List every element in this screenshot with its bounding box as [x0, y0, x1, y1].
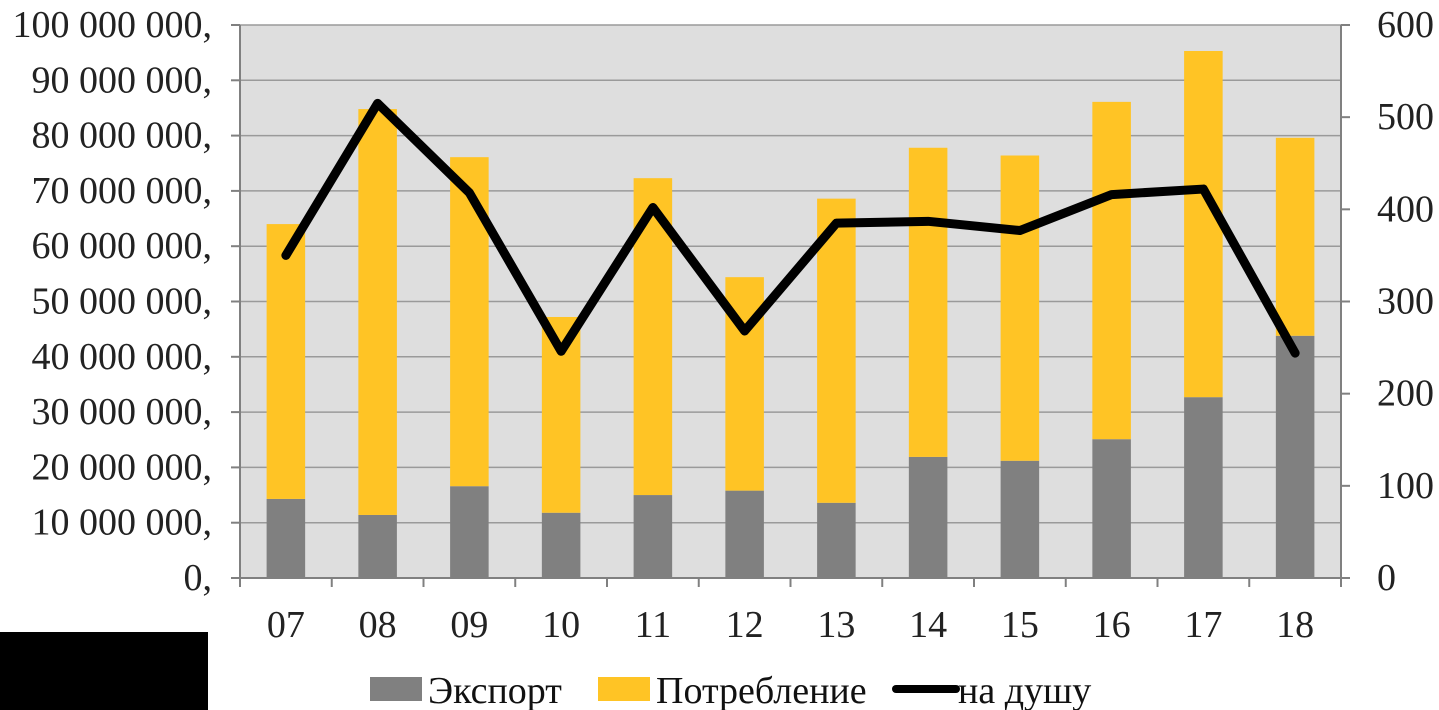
left-tick-label-3: 30 000 000, [32, 391, 213, 433]
bar-consumption-18 [1275, 137, 1315, 336]
per-capita-point-10 [560, 350, 563, 353]
legend-swatch-export [370, 677, 422, 701]
black-overlay-box [0, 632, 208, 710]
per-capita-point-09 [468, 191, 471, 194]
per-capita-point-15 [1018, 229, 1021, 232]
left-tick-label-0: 0, [184, 557, 213, 599]
x-axis-tick-labels: 07 08 09 10 11 12 13 14 15 16 17 18 [267, 604, 1314, 646]
per-capita-line [281, 98, 1300, 358]
legend-swatch-consumption [598, 677, 650, 701]
bar-export-16 [1092, 439, 1131, 578]
bar-export-09 [450, 486, 489, 578]
bar-export-10 [541, 512, 581, 578]
x-tick-label-12: 12 [726, 604, 764, 646]
bar-consumption-14 [908, 147, 948, 457]
bar-export-14 [908, 456, 948, 578]
x-tick-label-09: 09 [450, 604, 488, 646]
left-axis-tick-labels: 0, 10 000 000, 20 000 000, 30 000 000, 40 00… [13, 4, 213, 599]
x-tick-label-10: 10 [542, 604, 580, 646]
left-tick-label-1: 10 000 000, [32, 502, 213, 544]
bar-export-08 [358, 514, 397, 578]
bars [266, 50, 1315, 578]
bar-export-07 [266, 498, 306, 578]
x-tick-label-16: 16 [1093, 604, 1131, 646]
bar-export-12 [725, 490, 764, 578]
right-tick-label-0: 0 [1377, 557, 1396, 599]
per-capita-point-13 [835, 222, 838, 225]
right-tick-label-1: 100 [1377, 465, 1434, 507]
bar-export-18 [1275, 335, 1315, 578]
per-capita-point-11 [651, 206, 654, 209]
left-tick-label-4: 40 000 000, [32, 336, 213, 378]
bar-consumption-09 [450, 157, 489, 487]
left-tick-label-6: 60 000 000, [32, 225, 213, 267]
per-capita-point-18 [1294, 352, 1297, 355]
bar-consumption-08 [358, 109, 397, 515]
right-tick-label-6: 600 [1377, 4, 1434, 46]
bar-consumption-16 [1092, 101, 1131, 440]
per-capita-point-17 [1202, 188, 1205, 191]
left-tick-label-8: 80 000 000, [32, 115, 213, 157]
left-tick-label-10: 100 000 000, [13, 4, 213, 46]
legend-label-export: Экспорт [428, 670, 562, 710]
legend-label-consumption: Потребление [656, 670, 867, 710]
x-tick-label-11: 11 [635, 604, 672, 646]
right-axis-tick-labels: 0 100 200 300 400 500 600 [1377, 4, 1434, 599]
bar-consumption-07 [266, 224, 306, 499]
x-tick-label-18: 18 [1276, 604, 1314, 646]
right-tick-label-4: 400 [1377, 188, 1434, 230]
per-capita-point-14 [927, 220, 930, 223]
left-tick-label-7: 70 000 000, [32, 170, 213, 212]
left-tick-label-9: 90 000 000, [32, 59, 213, 101]
per-capita-point-07 [284, 254, 287, 257]
legend-label-per-capita: на душу [958, 670, 1091, 710]
bar-export-11 [633, 495, 673, 578]
left-tick-label-2: 20 000 000, [32, 446, 213, 488]
bar-consumption-17 [1184, 50, 1223, 398]
bar-consumption-15 [1000, 155, 1040, 461]
bar-export-13 [817, 502, 856, 578]
legend: Экспорт Потребление на душу [370, 670, 1091, 710]
bar-consumption-13 [817, 198, 856, 503]
left-tick-label-5: 50 000 000, [32, 281, 213, 323]
per-capita-point-12 [743, 329, 746, 332]
right-tick-label-3: 300 [1377, 281, 1434, 323]
right-tick-label-5: 500 [1377, 96, 1434, 138]
x-tick-label-07: 07 [267, 604, 305, 646]
right-tick-label-2: 200 [1377, 373, 1434, 415]
x-tick-label-15: 15 [1001, 604, 1039, 646]
per-capita-point-08 [376, 102, 379, 105]
per-capita-line-path [281, 98, 1300, 358]
x-tick-label-14: 14 [909, 604, 947, 646]
bar-export-17 [1184, 397, 1223, 578]
x-tick-label-08: 08 [359, 604, 397, 646]
x-tick-label-17: 17 [1184, 604, 1222, 646]
per-capita-point-16 [1110, 193, 1113, 196]
bar-export-15 [1000, 460, 1040, 578]
x-tick-label-13: 13 [817, 604, 855, 646]
axes [231, 24, 1350, 587]
